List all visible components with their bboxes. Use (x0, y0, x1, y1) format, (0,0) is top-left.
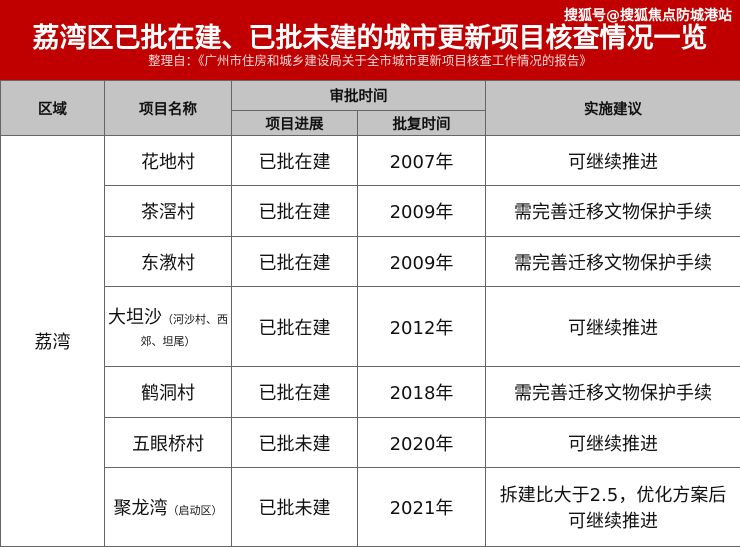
page-title: 荔湾区已批在建、已批未建的城市更新项目核查情况一览 (32, 23, 708, 54)
advice-cell: 拆建比大于2.5，优化方案后可继续推进 (485, 467, 740, 547)
advice-cell: 需完善迁移文物保护手续 (485, 236, 740, 287)
project-name: 鹤洞村 (141, 383, 195, 404)
project-name-cell: 聚龙湾（启动区） (104, 467, 232, 547)
project-note: （河沙村、西郊、坦尾） (140, 313, 229, 348)
table-row: 大坦沙（河沙村、西郊、坦尾） 已批在建 2012年 可继续推进 (1, 286, 740, 367)
year-cell: 2009年 (357, 236, 486, 287)
year-cell: 2012年 (357, 286, 486, 367)
table-row: 东漖村 已批在建 2009年 需完善迁移文物保护手续 (1, 236, 740, 287)
project-name-cell: 鹤洞村 (104, 366, 232, 418)
watermark: 搜狐号@搜狐焦点防城港站 (564, 8, 732, 24)
source-note: 整理自：《广州市住房和城乡建设局关于全市城市更新项目核查工作情况的报告》 (148, 53, 592, 68)
region-cell: 荔湾 (0, 135, 105, 547)
year-cell: 2009年 (357, 185, 486, 237)
project-name-cell: 五眼桥村 (104, 417, 232, 468)
project-name: 五眼桥村 (132, 433, 204, 455)
header-approval: 审批时间 (231, 80, 486, 111)
progress-cell: 已批未建 (231, 417, 358, 468)
advice-cell: 可继续推进 (485, 286, 740, 367)
table-row: 荔湾 花地村 已批在建 2007年 可继续推进 (0, 135, 740, 547)
year-cell: 2020年 (357, 417, 486, 468)
advice-cell: 可继续推进 (485, 135, 740, 186)
project-name: 大坦沙 (108, 307, 162, 328)
project-name-cell: 茶滘村 (104, 185, 232, 237)
advice-cell: 可继续推进 (485, 417, 740, 468)
year-cell: 2018年 (357, 366, 486, 418)
header-name: 项目名称 (104, 80, 232, 136)
project-table: 区域 项目名称 审批时间 实施建议 项目进展 批复时间 荔湾 花地村 已批在建 200… (0, 80, 740, 547)
table-row: 五眼桥村 已批未建 2020年 可继续推进 (1, 417, 740, 468)
project-name: 东漖村 (141, 252, 195, 274)
header-region: 区域 (0, 80, 105, 136)
project-note: （启动区） (167, 504, 223, 517)
project-name-cell: 大坦沙（河沙村、西郊、坦尾） (104, 286, 232, 367)
table-row: 聚龙湾（启动区） 已批未建 2021年 拆建比大于2.5，优化方案后可继续推进 (1, 467, 740, 547)
year-cell: 2007年 (357, 135, 486, 186)
project-name: 聚龙湾 (113, 498, 168, 519)
progress-cell: 已批在建 (231, 135, 358, 186)
progress-cell: 已批未建 (231, 467, 358, 547)
project-name-cell: 东漖村 (104, 236, 232, 287)
title-banner: 搜狐号@搜狐焦点防城港站 荔湾区已批在建、已批未建的城市更新项目核查情况一览 整… (0, 0, 740, 80)
header-progress: 项目进展 (231, 110, 358, 136)
advice-cell: 需完善迁移文物保护手续 (485, 185, 740, 237)
table-row: 鹤洞村 已批在建 2018年 需完善迁移文物保护手续 (1, 366, 740, 418)
advice-cell: 需完善迁移文物保护手续 (485, 366, 740, 418)
header-advice: 实施建议 (485, 80, 740, 136)
progress-cell: 已批在建 (231, 236, 358, 287)
project-name-cell: 花地村 (104, 135, 232, 186)
year-cell: 2021年 (357, 467, 486, 547)
project-name: 茶滘村 (141, 202, 195, 223)
progress-cell: 已批在建 (231, 366, 358, 418)
progress-cell: 已批在建 (231, 286, 358, 367)
project-name: 花地村 (141, 151, 195, 173)
table-row: 茶滘村 已批在建 2009年 需完善迁移文物保护手续 (1, 185, 740, 237)
header-approval-date: 批复时间 (357, 110, 486, 136)
progress-cell: 已批在建 (231, 185, 358, 237)
